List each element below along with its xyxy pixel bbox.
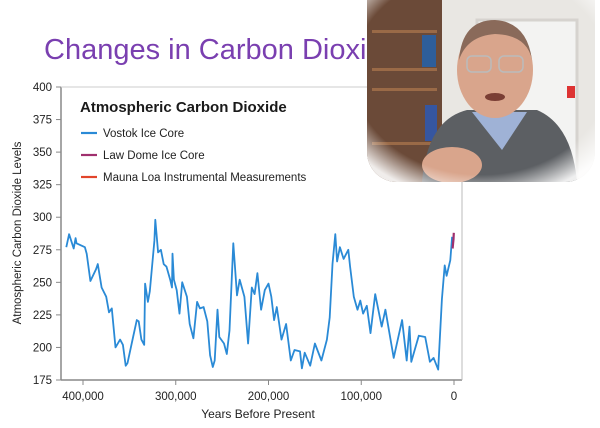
y-tick-label: 300 <box>33 212 52 224</box>
legend-label: Vostok Ice Core <box>103 128 184 140</box>
y-tick-label: 250 <box>33 277 52 289</box>
x-tick-label: 200,000 <box>248 391 290 403</box>
chart-series <box>65 218 455 371</box>
x-tick-label: 0 <box>451 391 457 403</box>
x-tick-label: 100,000 <box>340 391 382 403</box>
legend-label: Mauna Loa Instrumental Measurements <box>103 172 307 184</box>
y-tick-label: 225 <box>33 310 52 322</box>
y-tick-label: 325 <box>33 180 52 192</box>
x-tick-label: 300,000 <box>155 391 197 403</box>
y-tick-label: 275 <box>33 245 52 257</box>
slide-title: Changes in Carbon Dioxide <box>44 34 399 66</box>
legend-label: Law Dome Ice Core <box>103 150 205 162</box>
presenter-webcam-icon <box>367 0 595 182</box>
x-axis-label: Years Before Present <box>201 407 315 421</box>
x-tick-label: 400,000 <box>62 391 104 403</box>
y-tick-label: 375 <box>33 115 52 127</box>
chart-title: Atmospheric Carbon Dioxide <box>80 99 287 116</box>
y-tick-label: 175 <box>33 375 52 387</box>
chart-legend: Vostok Ice Core Law Dome Ice Core Mauna Lo… <box>81 128 307 184</box>
series-line-law-dome-ice-core <box>451 232 455 249</box>
y-tick-label: 400 <box>33 82 52 94</box>
y-tick-label: 200 <box>33 342 52 354</box>
y-tick-label: 350 <box>33 147 52 159</box>
y-axis-label: Atmospheric Carbon Dioxide Levels <box>12 141 24 324</box>
presenter-video <box>367 0 595 182</box>
series-line-vostok-ice-core <box>65 218 453 371</box>
